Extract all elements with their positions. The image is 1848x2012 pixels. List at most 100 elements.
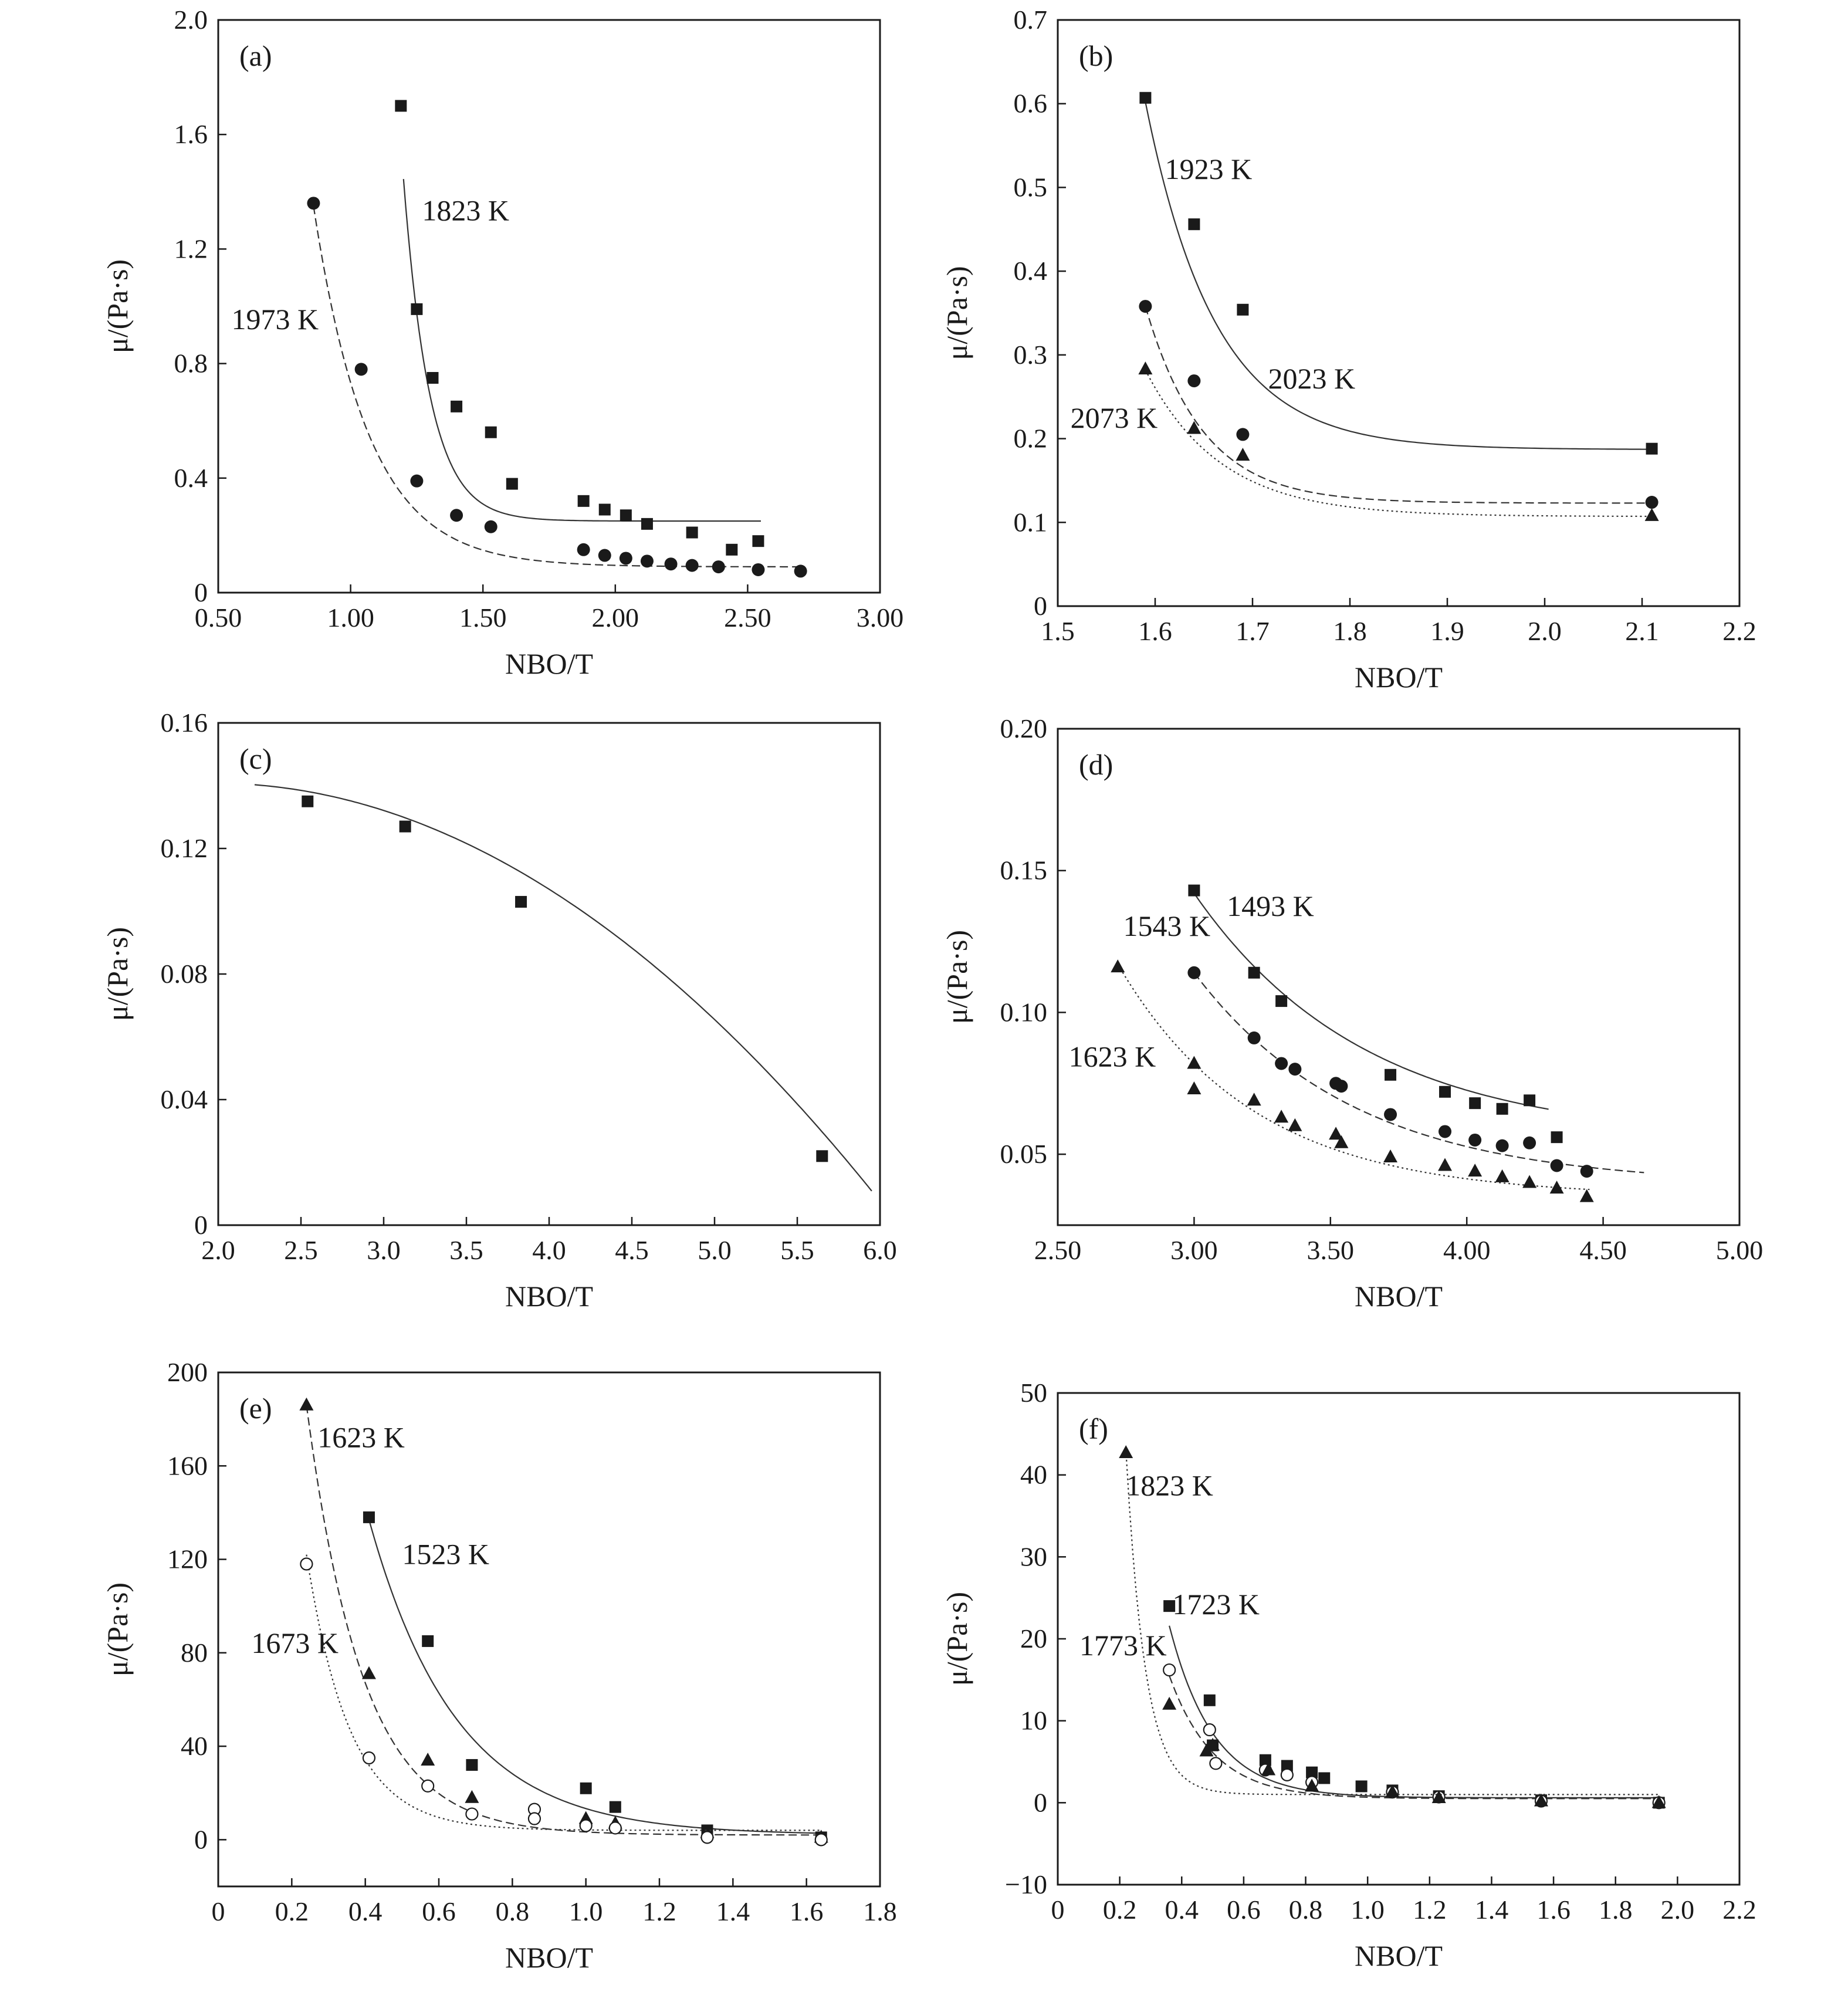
x-tick-label: 4.5 bbox=[615, 1235, 649, 1265]
y-tick-label: 0.4 bbox=[1014, 256, 1048, 286]
fit-curve bbox=[306, 1405, 821, 1836]
x-tick-label: 1.00 bbox=[327, 603, 374, 633]
x-tick-label: 1.50 bbox=[459, 603, 507, 633]
x-tick-label: 0 bbox=[212, 1896, 225, 1926]
data-point-square bbox=[620, 509, 632, 522]
temperature-label: 2023 K bbox=[1268, 362, 1356, 395]
data-point-triangle bbox=[1534, 1793, 1548, 1807]
data-point-square bbox=[580, 1782, 592, 1794]
data-point-circle bbox=[1236, 428, 1250, 441]
temperature-label: 1773 K bbox=[1079, 1629, 1167, 1662]
x-tick-label: 4.0 bbox=[532, 1235, 566, 1265]
data-point-square bbox=[598, 503, 611, 516]
fit-curve bbox=[1145, 102, 1652, 450]
y-tick-label: 10 bbox=[1020, 1706, 1047, 1736]
chart-panel: 0 0.2 0.4 0.6 0.8 1.0 1.2 1.4 1.6 1.8 0 40 80 120 160 2… bbox=[101, 1357, 897, 1974]
data-point-triangle bbox=[1438, 1158, 1453, 1171]
x-axis-label: NBO/T bbox=[505, 1280, 593, 1313]
data-point-circle bbox=[1288, 1063, 1302, 1076]
data-point-circle bbox=[450, 509, 463, 522]
data-point-square bbox=[1385, 1068, 1397, 1081]
temperature-label: 1973 K bbox=[232, 303, 319, 336]
chart-panel: 1.5 1.6 1.7 1.8 1.9 2.0 2.1 2.2 0 0.1 0.2 0.3 0.4 0.5… bbox=[940, 5, 1756, 694]
plot-frame bbox=[217, 722, 881, 1226]
x-tick-label: 0.8 bbox=[1289, 1895, 1323, 1925]
data-point-square bbox=[1306, 1766, 1318, 1778]
y-tick-label: −10 bbox=[1005, 1869, 1047, 1899]
x-tick-label: 3.00 bbox=[1170, 1235, 1218, 1265]
data-point-open-circle bbox=[527, 1812, 541, 1825]
data-point-circle bbox=[685, 559, 699, 572]
temperature-label: 1543 K bbox=[1123, 909, 1211, 942]
panel-label: (b) bbox=[1079, 39, 1113, 72]
y-tick-label: 0.12 bbox=[161, 833, 208, 863]
data-point-square bbox=[515, 895, 527, 908]
data-point-square bbox=[1203, 1694, 1216, 1706]
x-tick-label: 2.0 bbox=[1661, 1895, 1695, 1925]
data-point-open-circle bbox=[465, 1807, 479, 1821]
data-point-circle bbox=[1275, 1057, 1288, 1070]
data-point-circle bbox=[752, 563, 765, 576]
data-point-square bbox=[466, 1759, 478, 1771]
data-point-open-circle bbox=[1280, 1768, 1294, 1781]
y-tick-label: 0 bbox=[194, 577, 208, 607]
x-tick-label: 0 bbox=[1051, 1895, 1065, 1925]
data-point-square bbox=[1439, 1086, 1451, 1098]
x-tick-label: 1.6 bbox=[1536, 1895, 1571, 1925]
temperature-label: 1493 K bbox=[1227, 890, 1314, 922]
data-point-triangle bbox=[1274, 1110, 1289, 1123]
data-point-open-circle bbox=[1209, 1757, 1223, 1770]
data-point-triangle bbox=[1468, 1164, 1483, 1177]
y-axis-label: μ/(Pa·s) bbox=[940, 1592, 973, 1686]
data-point-triangle bbox=[1549, 1181, 1564, 1194]
data-point-square bbox=[1469, 1097, 1481, 1110]
chart-panel: 2.50 3.00 3.50 4.00 4.50 5.00 0.05 0.10 0.15 0.20… bbox=[940, 714, 1763, 1313]
data-point-circle bbox=[1139, 300, 1152, 313]
data-point-triangle bbox=[465, 1790, 479, 1803]
x-tick-label: 3.00 bbox=[857, 603, 904, 633]
data-point-circle bbox=[484, 520, 497, 533]
data-point-square bbox=[506, 478, 518, 490]
data-point-open-circle bbox=[421, 1779, 435, 1793]
data-point-circle bbox=[619, 552, 632, 565]
y-tick-label: 0.5 bbox=[1014, 172, 1048, 202]
y-tick-label: 20 bbox=[1020, 1624, 1047, 1653]
data-point-triangle bbox=[1236, 448, 1250, 461]
data-point-square bbox=[752, 535, 764, 547]
data-point-circle bbox=[664, 557, 678, 571]
data-point-square bbox=[1163, 1600, 1176, 1612]
data-point-triangle bbox=[299, 1397, 314, 1411]
y-axis-label: μ/(Pa·s) bbox=[940, 266, 973, 360]
x-tick-label: 1.8 bbox=[863, 1896, 897, 1926]
temperature-label: 2073 K bbox=[1071, 401, 1158, 434]
data-point-square bbox=[1188, 884, 1200, 897]
data-point-circle bbox=[1523, 1136, 1536, 1149]
x-tick-label: 2.5 bbox=[284, 1235, 318, 1265]
data-point-triangle bbox=[1187, 1056, 1201, 1069]
y-tick-label: 160 bbox=[167, 1450, 208, 1480]
x-tick-label: 0.8 bbox=[496, 1896, 530, 1926]
fit-curve bbox=[254, 784, 872, 1192]
data-point-triangle bbox=[1288, 1118, 1302, 1131]
fit-curve bbox=[1169, 1625, 1659, 1798]
x-tick-label: 2.2 bbox=[1722, 616, 1756, 646]
data-point-square bbox=[485, 426, 497, 438]
fit-curve bbox=[313, 206, 801, 568]
data-point-square bbox=[1524, 1094, 1536, 1107]
y-tick-label: 0.05 bbox=[1000, 1139, 1048, 1169]
data-point-circle bbox=[1335, 1080, 1348, 1093]
y-tick-label: 0.04 bbox=[161, 1084, 208, 1114]
y-tick-label: 0.3 bbox=[1014, 340, 1048, 370]
y-tick-label: 0.7 bbox=[1014, 5, 1048, 35]
y-axis-label: μ/(Pa·s) bbox=[101, 1582, 134, 1676]
y-tick-label: 2.0 bbox=[174, 5, 208, 35]
data-point-open-circle bbox=[1163, 1663, 1176, 1677]
data-point-triangle bbox=[1495, 1169, 1509, 1182]
y-tick-label: 0.10 bbox=[1000, 997, 1048, 1027]
data-point-triangle bbox=[1261, 1762, 1276, 1776]
data-point-square bbox=[302, 795, 314, 807]
data-point-square bbox=[399, 820, 411, 833]
data-point-triangle bbox=[1385, 1784, 1400, 1798]
data-point-square bbox=[1237, 303, 1249, 316]
data-point-circle bbox=[1384, 1108, 1397, 1121]
